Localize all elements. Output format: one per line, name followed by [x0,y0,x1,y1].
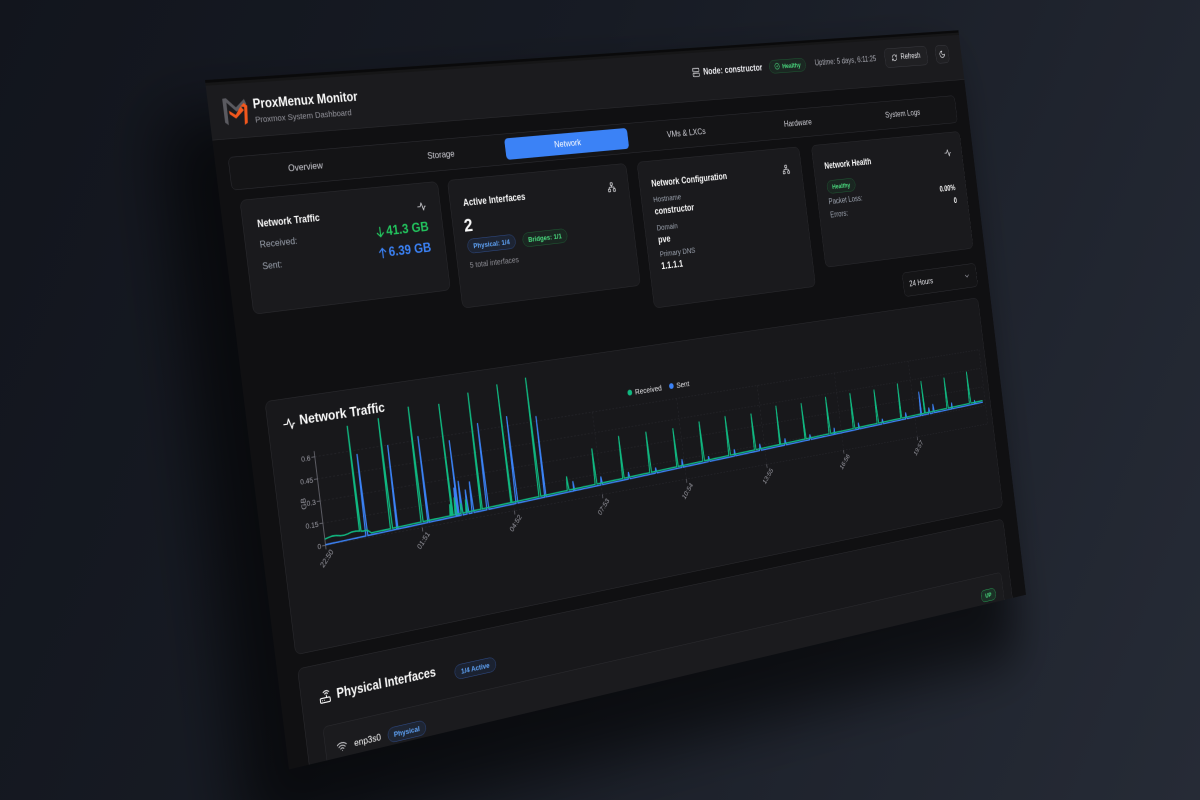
svg-text:GB: GB [299,497,308,510]
svg-text:19:57: 19:57 [912,439,924,457]
svg-text:0.3: 0.3 [306,498,316,509]
svg-text:13:55: 13:55 [761,466,774,486]
svg-text:0.6: 0.6 [301,453,311,464]
svg-text:0.45: 0.45 [300,475,314,486]
svg-text:04:52: 04:52 [508,513,523,534]
svg-text:01:51: 01:51 [416,530,432,551]
svg-text:10:54: 10:54 [681,481,695,501]
svg-text:0: 0 [317,542,322,552]
svg-text:16:56: 16:56 [838,452,851,471]
svg-text:07:53: 07:53 [596,497,610,517]
svg-text:0.15: 0.15 [305,520,319,531]
